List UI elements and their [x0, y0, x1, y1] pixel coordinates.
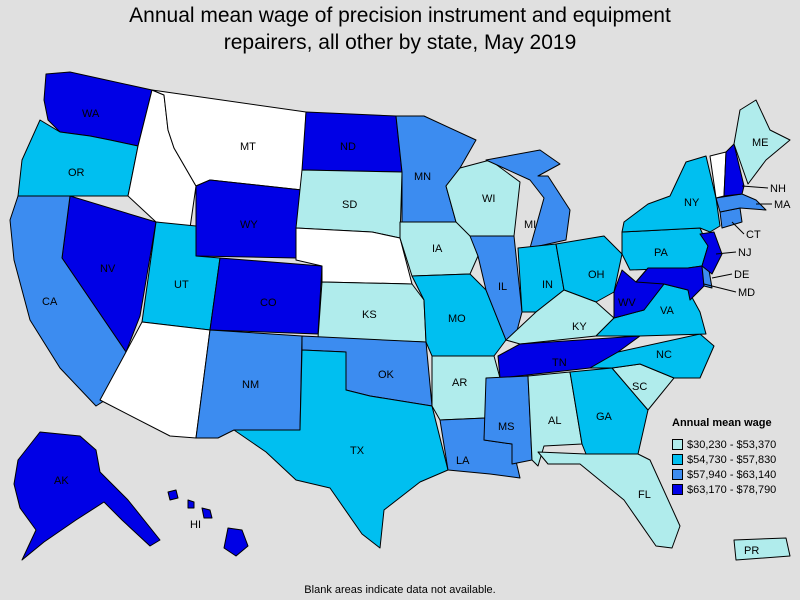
map-title-line-2: repairers, all other by state, May 2019 [223, 31, 577, 54]
legend-label-3: $57,940 - $63,140 [687, 468, 777, 481]
state-HI[interactable] [167, 489, 249, 557]
label-MN: MN [414, 171, 431, 183]
label-WY: WY [240, 219, 258, 231]
legend: Annual mean wage $30,230 - $53,370 $54,7… [672, 417, 798, 497]
label-CT: CT [746, 229, 761, 241]
label-MT: MT [240, 141, 256, 153]
label-MO: MO [448, 313, 466, 325]
footnote: Blank areas indicate data not available. [304, 584, 496, 596]
state-MA[interactable] [715, 193, 767, 213]
label-ND: ND [340, 141, 356, 153]
label-IL: IL [498, 281, 507, 293]
label-HI: HI [190, 519, 201, 531]
label-GA: GA [596, 411, 613, 423]
label-MS: MS [498, 421, 515, 433]
label-PA: PA [654, 247, 669, 259]
label-NH: NH [770, 183, 786, 195]
label-NV: NV [100, 263, 116, 275]
label-UT: UT [174, 279, 189, 291]
state-FL[interactable] [537, 451, 681, 549]
label-TX: TX [350, 445, 365, 457]
label-DE: DE [734, 269, 749, 281]
label-WV: WV [618, 297, 636, 309]
state-PR[interactable] [733, 537, 791, 561]
label-OH: OH [588, 269, 605, 281]
state-TX[interactable] [233, 349, 449, 549]
label-NJ: NJ [738, 247, 751, 259]
legend-item-1: $30,230 - $53,370 [672, 437, 798, 452]
legend-title: Annual mean wage [672, 417, 772, 429]
state-AK[interactable] [13, 431, 161, 561]
state-CO[interactable] [209, 257, 323, 335]
label-KY: KY [572, 321, 587, 333]
label-SC: SC [632, 381, 647, 393]
map-title-line-1: Annual mean wage of precision instrument… [129, 4, 671, 27]
state-NJ[interactable] [699, 231, 723, 275]
label-VA: VA [660, 305, 675, 317]
label-SD: SD [342, 199, 357, 211]
label-NM: NM [242, 379, 259, 391]
legend-item-3: $57,940 - $63,140 [672, 467, 798, 482]
legend-label-4: $63,170 - $78,790 [687, 483, 777, 496]
label-AK: AK [54, 475, 69, 487]
legend-label-2: $54,730 - $57,830 [687, 453, 777, 466]
label-MA: MA [774, 199, 791, 211]
label-WI: WI [482, 193, 495, 205]
legend-item-2: $54,730 - $57,830 [672, 452, 798, 467]
label-OK: OK [378, 369, 395, 381]
label-NC: NC [656, 349, 672, 361]
label-PR: PR [744, 545, 759, 557]
label-CO: CO [260, 297, 277, 309]
legend-swatch-2 [672, 454, 683, 465]
state-NY[interactable] [621, 155, 721, 233]
label-IA: IA [432, 243, 443, 255]
state-WI[interactable] [445, 159, 521, 237]
label-FL: FL [638, 489, 651, 501]
state-ME[interactable] [733, 99, 791, 185]
state-NH[interactable] [723, 143, 745, 197]
map-title: Annual mean wage of precision instrument… [0, 2, 800, 56]
label-leader-lines [703, 185, 772, 293]
legend-label-1: $30,230 - $53,370 [687, 438, 777, 451]
label-KS: KS [362, 309, 377, 321]
state-MI[interactable] [485, 149, 571, 249]
legend-swatch-3 [672, 469, 683, 480]
label-NY: NY [684, 197, 700, 209]
label-IN: IN [542, 279, 553, 291]
state-WY[interactable] [195, 179, 303, 259]
state-NC[interactable] [589, 333, 715, 379]
legend-swatch-1 [672, 439, 683, 450]
label-WA: WA [82, 108, 100, 120]
label-OR: OR [68, 167, 85, 179]
label-AL: AL [548, 415, 561, 427]
label-AR: AR [452, 377, 467, 389]
legend-swatch-4 [672, 484, 683, 495]
label-LA: LA [456, 455, 470, 467]
label-MI: MI [524, 219, 536, 231]
label-MD: MD [738, 287, 755, 299]
label-CA: CA [42, 296, 58, 308]
label-ME: ME [752, 137, 769, 149]
label-TN: TN [552, 357, 567, 369]
state-MD[interactable] [635, 265, 705, 301]
state-CA[interactable] [9, 195, 127, 407]
legend-item-4: $63,170 - $78,790 [672, 482, 798, 497]
